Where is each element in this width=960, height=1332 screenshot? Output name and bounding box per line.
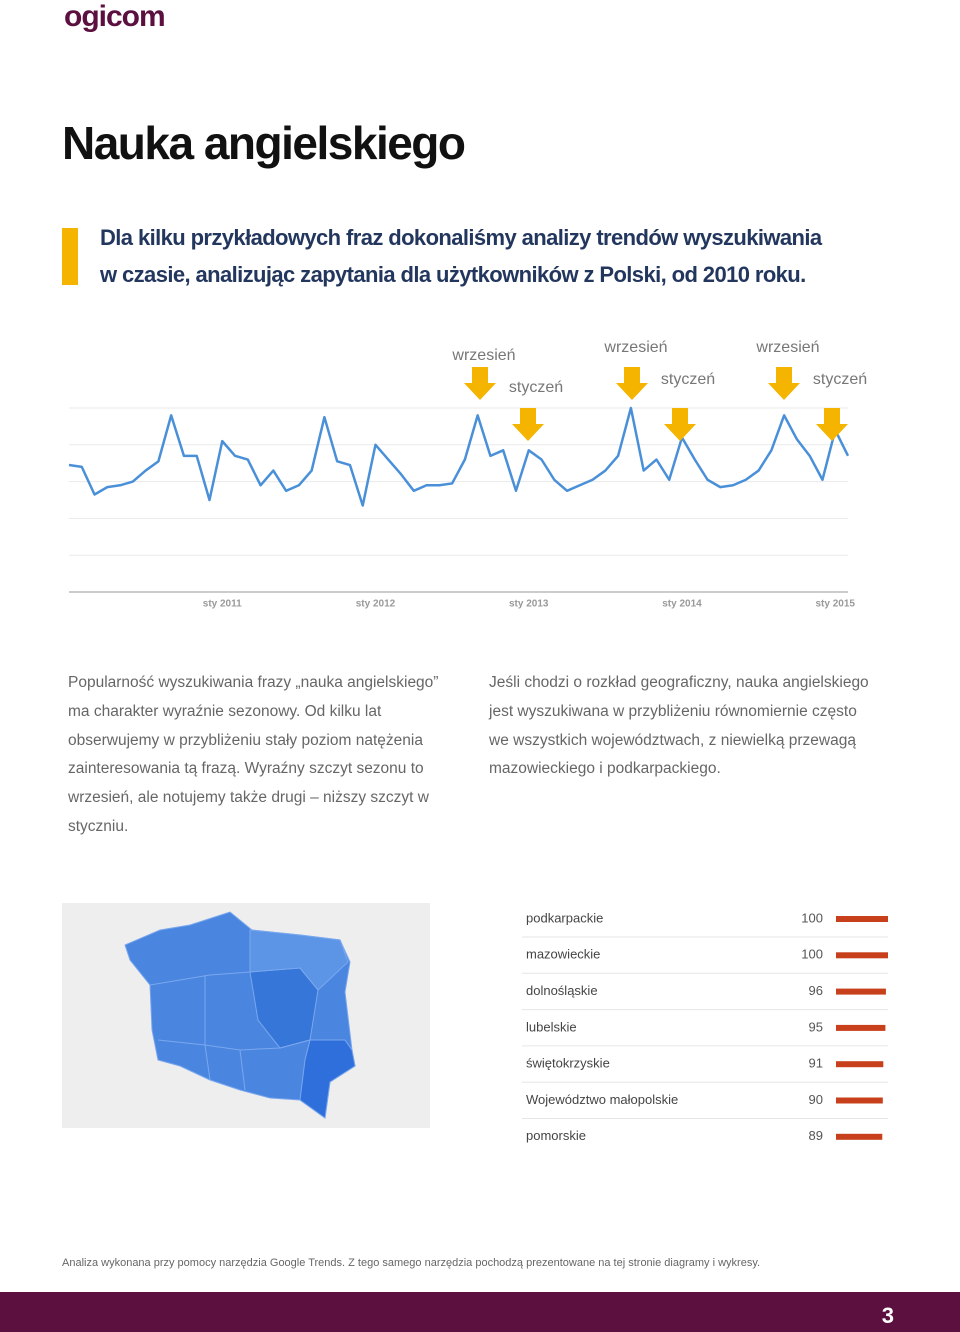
annotation: wrzesień <box>603 339 667 356</box>
map-border <box>239 1049 246 1091</box>
bar <box>836 952 888 959</box>
bar <box>836 916 888 922</box>
value-label: 96 <box>809 983 823 998</box>
paragraph-line: Jeśli chodzi o rozkład geograficzny, nau… <box>489 674 869 691</box>
value-label: 91 <box>809 1056 823 1071</box>
category-label: świętokrzyskie <box>526 1056 610 1071</box>
arrow <box>464 367 496 400</box>
arrow <box>512 408 544 441</box>
arrow <box>664 408 696 441</box>
value-label: 95 <box>809 1019 823 1034</box>
value-label: 100 <box>801 910 823 925</box>
category-label: podkarpackie <box>526 910 603 925</box>
category-label: Województwo małopolskie <box>526 1092 678 1107</box>
map-region <box>299 1039 356 1119</box>
paragraph-line: wrzesień, ale notujemy także drugi – niż… <box>68 789 429 807</box>
paragraph-line: we wszystkich województwach, z niewielką… <box>489 731 856 749</box>
annotation: styczeń <box>813 371 867 388</box>
title: Nauka angielskiego <box>62 117 466 169</box>
bar <box>836 1133 883 1140</box>
paragraph-line: mazowieckiego i podkarpackiego. <box>489 760 721 778</box>
x-tick-label: sty 2015 <box>815 599 855 610</box>
annotation: wrzesień <box>451 347 515 364</box>
bar <box>836 1024 886 1031</box>
value-label: 100 <box>801 947 823 962</box>
map-region <box>249 929 349 991</box>
paragraph-line: styczniu. <box>68 818 129 835</box>
annotation: styczeń <box>509 379 563 396</box>
bar <box>836 988 886 995</box>
arrow <box>816 408 848 441</box>
category-label: lubelskie <box>526 1019 577 1034</box>
arrow <box>768 367 800 400</box>
x-tick-label: sty 2011 <box>203 599 242 610</box>
x-tick-label: sty 2013 <box>509 599 549 610</box>
x-tick-label: sty 2014 <box>662 599 702 610</box>
page-number: 3 <box>881 1303 894 1328</box>
annotation: styczeń <box>661 371 715 388</box>
category-label: dolnośląskie <box>526 983 598 998</box>
lead-line: Dla kilku przykładowych fraz dokonaliśmy… <box>100 225 822 250</box>
paragraph-line: jest wyszukiwana w przybliżeniu równomie… <box>489 702 857 720</box>
footer-bar <box>0 1292 960 1332</box>
map-border <box>149 971 251 986</box>
value-label: 90 <box>809 1092 823 1107</box>
arrow <box>616 367 648 400</box>
annotation: wrzesień <box>755 339 819 356</box>
map-border <box>204 975 211 1081</box>
value-label: 89 <box>809 1128 823 1143</box>
accent-bar <box>62 228 78 285</box>
bar <box>836 1061 884 1068</box>
paragraph-line: ma charakter wyraźnie sezonowy. Od kilku… <box>68 702 382 720</box>
category-label: mazowieckie <box>526 947 600 962</box>
paragraph-line: zainteresowania tą frazą. Wyraźny szczyt… <box>68 760 424 778</box>
x-tick-label: sty 2012 <box>356 599 396 610</box>
lead-line: w czasie, analizując zapytania dla użytk… <box>100 262 806 287</box>
category-label: pomorskie <box>526 1128 586 1143</box>
footnote: Analiza wykonana przy pomocy narzędzia G… <box>62 1257 761 1269</box>
paragraph-line: obserwujemy w przybliżeniu stały poziom … <box>68 731 423 749</box>
trend-line <box>68 406 850 507</box>
charts: sty 2011 sty 2012 sty 2013 sty 2014 sty 2015… <box>62 339 888 1143</box>
bar <box>836 1097 883 1104</box>
paragraph-line: Popularność wyszukiwania frazy „nauka an… <box>68 674 439 691</box>
logo: ogicom <box>64 0 166 33</box>
